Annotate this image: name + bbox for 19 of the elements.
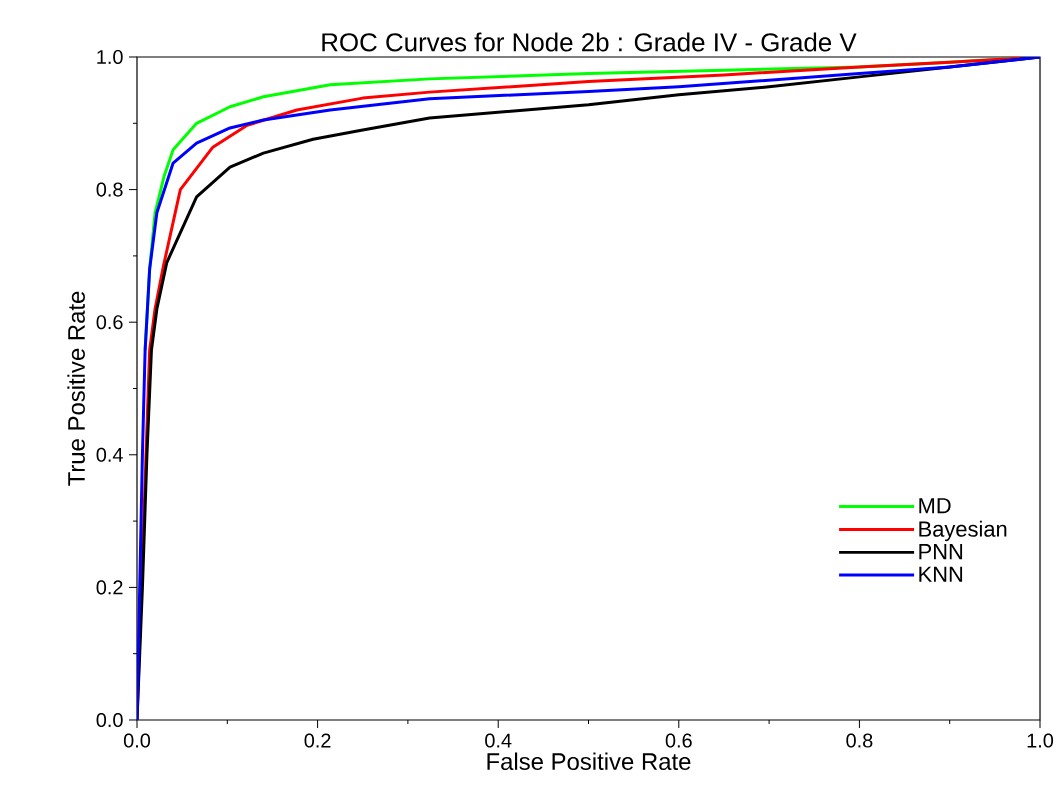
- legend-label: MD: [919, 498, 951, 514]
- x-tick-label: 0.4: [485, 733, 512, 748]
- y-tick-label: 0.0: [96, 712, 123, 728]
- x-tick-label: 0.8: [846, 733, 873, 748]
- y-tick-label: 0.8: [96, 182, 123, 197]
- y-tick-label: 0.6: [96, 315, 123, 330]
- x-tick-label: 1.0: [1027, 733, 1054, 748]
- x-tick-label: 0.0: [123, 733, 151, 748]
- chart-title: ROC Curves for Node 2b : Grade IV - Grade V: [322, 32, 857, 52]
- legend-label: Bayesian: [919, 520, 1007, 542]
- y-tick-label: 0.2: [96, 580, 123, 595]
- legend-label: KNN: [919, 566, 963, 582]
- y-tick-label: 0.4: [96, 447, 123, 462]
- x-axis-title: False Positive Rate: [487, 752, 691, 771]
- x-tick-label: 0.2: [304, 733, 331, 748]
- y-axis-title: True Positive Rate: [67, 291, 85, 486]
- x-tick-label: 0.6: [665, 733, 692, 748]
- legend-label: PNN: [919, 544, 963, 560]
- y-tick-label: 1.0: [97, 49, 123, 65]
